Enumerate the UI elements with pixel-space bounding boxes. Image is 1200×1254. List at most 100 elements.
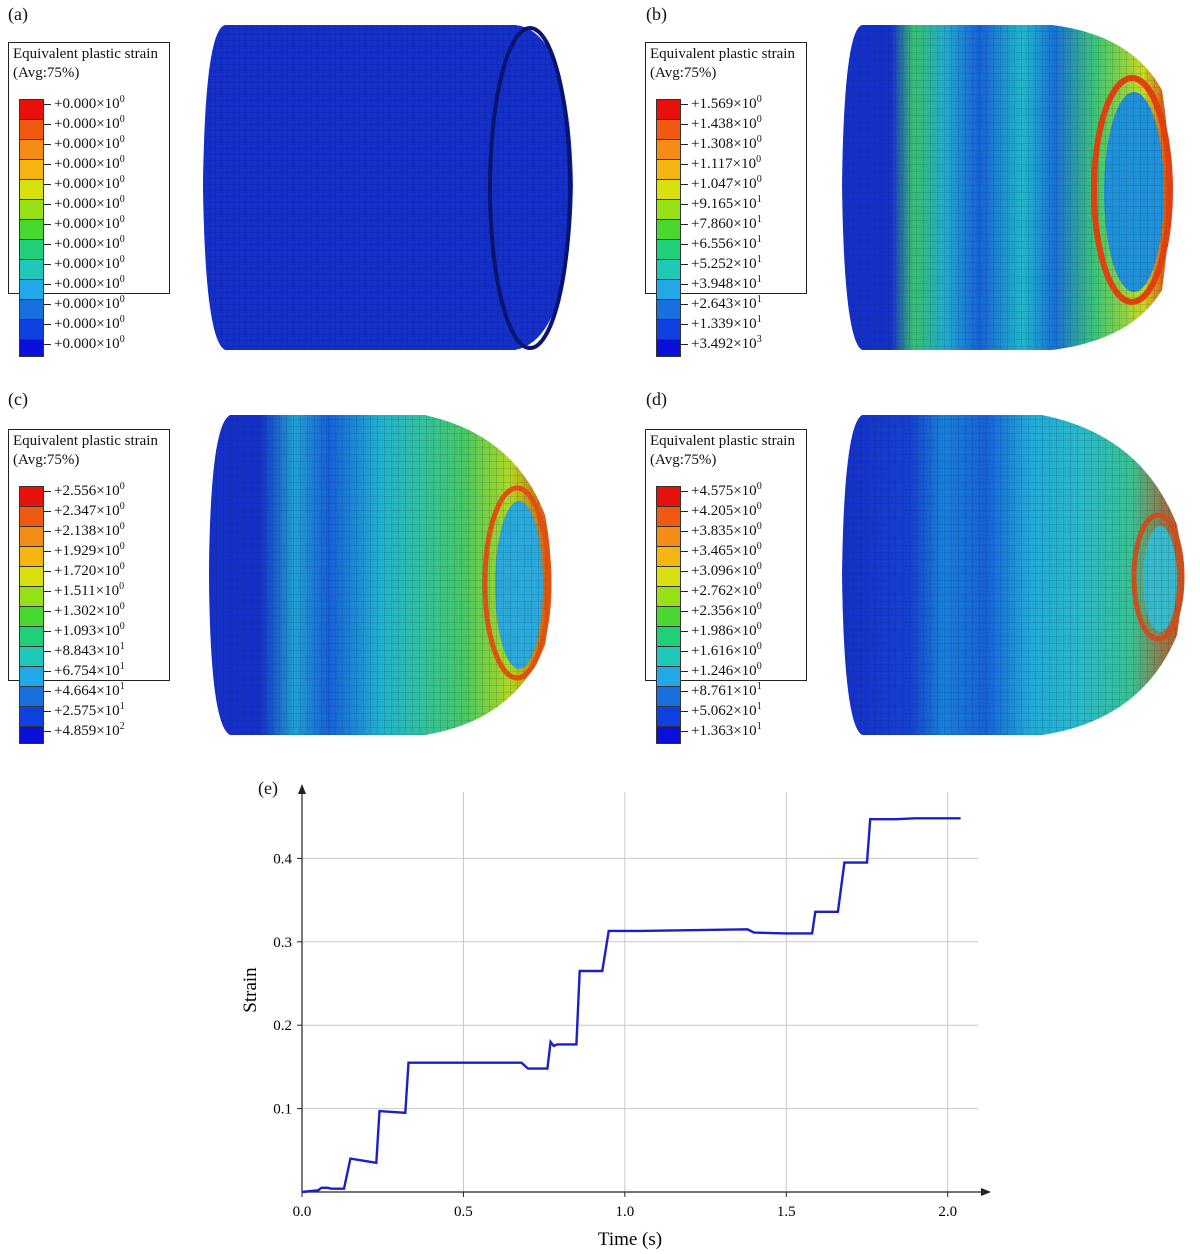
legend-tick-label: +1.511×100 — [43, 577, 125, 599]
legend-tick-label: +1.093×100 — [43, 617, 125, 639]
legend-tick-label: +1.047×100 — [680, 170, 762, 192]
legend-tick-label: +2.138×100 — [43, 517, 125, 539]
legend-swatch — [20, 160, 43, 180]
legend-tick-label: +1.616×100 — [680, 637, 762, 659]
legend-tick-label: +0.000×100 — [43, 250, 125, 272]
deformed-tube-model — [842, 415, 1185, 735]
legend-swatch — [20, 727, 43, 743]
legend-tick-label: +4.664×101 — [43, 677, 125, 699]
legend-swatch — [20, 607, 43, 627]
legend-tick-label: +4.859×102 — [43, 717, 125, 739]
legend-title: Equivalent plastic strain — [13, 433, 158, 449]
y-axis-label: Strain — [240, 967, 261, 1013]
legend-tick-label: +2.575×101 — [43, 697, 125, 719]
y-axis-arrow — [298, 784, 306, 794]
legend-tick-label: +0.000×100 — [43, 210, 125, 232]
x-axis-arrow — [981, 1188, 991, 1196]
panel-label: (d) — [646, 389, 667, 409]
strain-series-line — [301, 817, 961, 1194]
deformed-tube-model — [209, 415, 552, 735]
y-tick-label: 0.4 — [273, 851, 292, 867]
legend-tick-label: +0.000×100 — [43, 290, 125, 312]
panel-d: (d) Equivalent plastic strain (Avg:75%) … — [640, 385, 1200, 755]
legend-tick-label: +9.165×101 — [680, 190, 762, 212]
legend-swatch — [20, 567, 43, 587]
legend-ticks: +2.556×100 +2.347×100 +2.138×100 +1.929×100… — [43, 477, 125, 739]
legend-swatch — [20, 140, 43, 160]
x-tick-label: 1.5 — [777, 1204, 796, 1220]
y-tick-label: 0.3 — [273, 935, 292, 951]
legend-title: Equivalent plastic strain — [650, 433, 795, 449]
legend-swatch — [657, 180, 680, 200]
legend-tick-label: +3.948×101 — [680, 270, 762, 292]
panel-b: (b) Equivalent plastic strain (Avg:75%) … — [640, 0, 1200, 370]
legend-tick-label: +8.761×101 — [680, 677, 762, 699]
legend-tick-label: +2.347×100 — [43, 497, 125, 519]
legend: Equivalent plastic strain (Avg:75%) +0.0… — [8, 42, 170, 357]
legend-swatch — [657, 627, 680, 647]
panel-label: (a) — [8, 4, 28, 24]
legend-swatch — [657, 647, 680, 667]
legend-swatch — [20, 707, 43, 727]
x-tick-label: 0.5 — [454, 1204, 473, 1220]
legend-swatch — [657, 727, 680, 743]
legend-swatch — [657, 607, 680, 627]
legend-swatch — [20, 320, 43, 340]
legend-tick-label: +1.246×100 — [680, 657, 762, 679]
legend-tick-label: +1.438×100 — [680, 110, 762, 132]
y-tick-label: 0.1 — [273, 1102, 292, 1118]
y-tick-label: 0.2 — [273, 1018, 292, 1034]
legend-tick-label: +1.720×100 — [43, 557, 125, 579]
legend-tick-label: +5.062×101 — [680, 697, 762, 719]
legend-swatch — [657, 687, 680, 707]
color-bar — [656, 99, 681, 357]
legend-swatch — [657, 160, 680, 180]
legend-tick-label: +2.356×100 — [680, 597, 762, 619]
legend-swatch — [20, 180, 43, 200]
legend-tick-label: +2.556×100 — [43, 477, 125, 499]
x-tick-label: 0.0 — [293, 1204, 312, 1220]
legend-tick-label: +0.000×100 — [43, 230, 125, 252]
legend-swatch — [657, 320, 680, 340]
legend-tick-label: +1.929×100 — [43, 537, 125, 559]
color-bar — [19, 99, 44, 357]
legend-swatch — [20, 507, 43, 527]
legend-title: Equivalent plastic strain — [650, 46, 795, 62]
legend-swatch — [657, 340, 680, 356]
cylinder-model — [203, 25, 573, 350]
legend-swatch — [20, 647, 43, 667]
panel-label: (c) — [8, 389, 28, 409]
legend-tick-label: +2.762×100 — [680, 577, 762, 599]
legend-swatch — [657, 200, 680, 220]
legend-swatch — [20, 280, 43, 300]
legend-tick-label: +1.569×100 — [680, 90, 762, 112]
legend-title: Equivalent plastic strain — [13, 46, 158, 62]
legend-swatch — [657, 527, 680, 547]
legend-swatch — [20, 487, 43, 507]
legend-ticks: +1.569×100 +1.438×100 +1.308×100 +1.117×100… — [680, 90, 762, 352]
legend-tick-label: +0.000×100 — [43, 270, 125, 292]
strain-time-chart: 0.0 0.5 1.0 1.5 2.0 0.1 0.2 0.3 0.4 Time (s) St… — [240, 784, 991, 1250]
legend-tick-label: +1.308×100 — [680, 130, 762, 152]
legend-swatch — [657, 140, 680, 160]
legend-subtitle: (Avg:75%) — [13, 65, 80, 81]
legend-swatch — [20, 300, 43, 320]
legend-tick-label: +0.000×100 — [43, 310, 125, 332]
legend-swatch — [20, 260, 43, 280]
legend-tick-label: +5.252×101 — [680, 250, 762, 272]
legend-swatch — [657, 240, 680, 260]
legend-swatch — [657, 100, 680, 120]
panel-a: (a) Equivalent plastic strain (Avg:75%) … — [0, 0, 600, 370]
legend-tick-label: +4.205×100 — [680, 497, 762, 519]
legend-swatch — [20, 100, 43, 120]
legend: Equivalent plastic strain (Avg:75%) +2.5… — [8, 429, 170, 744]
legend-swatch — [20, 220, 43, 240]
legend-tick-label: +1.302×100 — [43, 597, 125, 619]
legend-swatch — [657, 120, 680, 140]
legend-subtitle: (Avg:75%) — [650, 452, 717, 468]
legend-subtitle: (Avg:75%) — [13, 452, 80, 468]
legend-swatch — [657, 260, 680, 280]
legend-tick-label: +1.363×101 — [680, 717, 762, 739]
color-bar — [656, 486, 681, 744]
legend-swatch — [20, 687, 43, 707]
